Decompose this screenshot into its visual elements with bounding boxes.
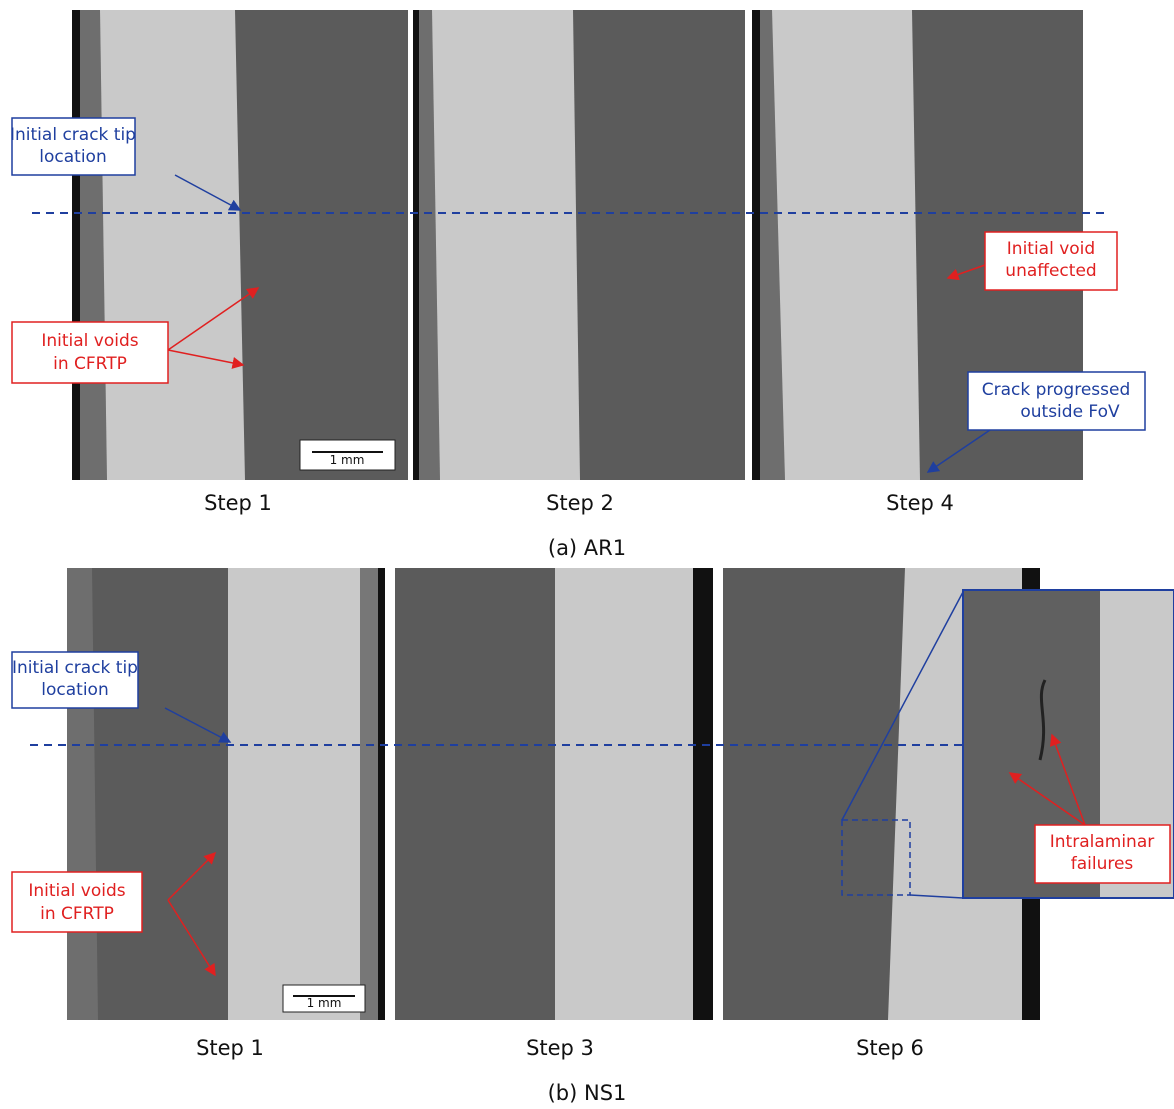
annotation-line: in CFRTP [40,904,114,924]
annotation-line: outside FoV [1020,402,1120,422]
image-caption: Step 4 [886,491,954,515]
annotation-line: Initial voids [28,881,125,901]
scale-bar: 1 mm [300,440,395,470]
scale-bar: 1 mm [283,985,365,1012]
ct-image [67,568,385,1020]
image-caption: Step 3 [526,1036,594,1060]
annotation-line: Crack progressed [982,380,1131,400]
image-caption: Step 2 [546,491,614,515]
annotation-line: in CFRTP [53,354,127,374]
figure: 1 mm Initial crack tiplocation Initial v… [0,0,1174,1109]
image-caption: Step 1 [204,491,272,515]
ct-image [395,568,713,1020]
ct-image [413,10,745,480]
annotation-line: Initial crack tip [12,658,138,678]
image-caption: Step 1 [196,1036,264,1060]
annotation-line: unaffected [1005,261,1096,281]
scale-bar-label: 1 mm [307,996,342,1010]
annotation-line: location [39,147,106,167]
ct-image [72,10,408,480]
panel-caption: (b) NS1 [548,1081,627,1105]
annotation-line: Initial voids [41,331,138,351]
annotation-line: Intralaminar [1050,832,1154,852]
annotation-line: Initial crack tip [10,125,136,145]
annotation-line: location [41,680,108,700]
annotation-line: Initial void [1007,239,1095,259]
annotation-line: failures [1071,854,1134,874]
scale-bar-label: 1 mm [330,453,365,467]
panel-caption: (a) AR1 [548,536,626,560]
image-caption: Step 6 [856,1036,924,1060]
